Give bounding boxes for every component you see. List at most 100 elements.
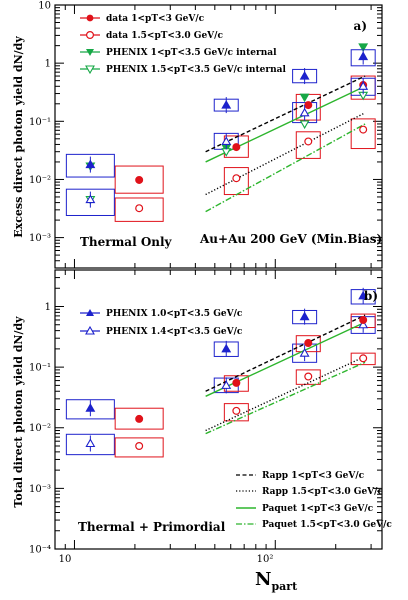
legend-item-data-1-3: data 1<pT<3 GeV/c	[80, 14, 205, 24]
x-axis-title-sub: part	[271, 580, 298, 593]
data-point-triangle-up	[85, 194, 96, 204]
x-axis-title-main: N	[255, 569, 271, 590]
y-tick-label: 1	[45, 59, 51, 70]
data-point-triangle-down	[358, 43, 369, 53]
data-point-circle	[232, 406, 241, 415]
legend-item-rapp-1-3: Rapp 1<pT<3 GeV/c	[236, 471, 365, 481]
panel-a-frame	[54, 4, 383, 269]
legend-item-paquet-1-3: Paquet 1<pT<3 GeV/c	[236, 504, 374, 514]
systematic-box	[65, 188, 115, 216]
data-point-circle	[135, 414, 144, 423]
panel-b-thermal-primordial-annotation: Thermal + Primordial	[78, 520, 226, 534]
legend-item-rapp-1p5-3: Rapp 1.5<pT<3.0 GeV/c	[236, 487, 383, 497]
data-point-circle	[135, 175, 144, 184]
data-point-triangle-up	[221, 343, 232, 353]
legend-label: PHENIX 1.4<pT<3.5 GeV/c	[106, 327, 243, 337]
systematic-box	[223, 375, 249, 392]
data-point-triangle-up	[358, 319, 369, 329]
systematic-box	[350, 118, 376, 150]
data-point-triangle-up	[299, 107, 310, 117]
systematic-box	[295, 131, 321, 159]
y-tick-label: 10⁻¹	[29, 363, 51, 374]
systematic-box	[65, 399, 115, 420]
model-curve-dashed	[205, 314, 366, 392]
legend-label: data 1<pT<3 GeV/c	[106, 14, 205, 24]
data-point-triangle-up	[85, 159, 96, 169]
data-point-circle	[304, 137, 313, 146]
legend-open-circle-marker	[85, 31, 94, 40]
systematic-box	[114, 407, 164, 430]
legend-filled-triangle-up-marker	[86, 309, 94, 316]
panel-a-thermal-annotation: Thermal Only	[80, 235, 173, 249]
legend-item-paquet-1p5-3: Paquet 1.5<pT<3.0 GeV/c	[236, 520, 392, 530]
y-tick-label: 1	[45, 302, 51, 313]
data-point-triangle-up	[85, 438, 96, 448]
legend-open-triangle-up-marker	[85, 325, 95, 335]
legend-label: PHENIX 1.5<pT<3.5 GeV/c internal	[106, 65, 286, 75]
y-tick-label: 10⁻⁴	[29, 545, 51, 556]
legend-label: PHENIX 1<pT<3.5 GeV/c internal	[106, 48, 277, 58]
legend-label: Paquet 1.5<pT<3.0 GeV/c	[262, 520, 392, 530]
data-point-triangle-up	[299, 70, 310, 80]
legend-item-data-1p5-3: data 1.5<pT<3.0 GeV/c	[80, 31, 223, 41]
systematic-box	[223, 403, 249, 422]
panel-a: 10⁻³ 10⁻² 10⁻¹ 1 10 a) Au+Au 200 GeV (Min.Bi…	[29, 1, 383, 269]
systematic-box	[65, 153, 115, 178]
legend-label: data 1.5<pT<3.0 GeV/c	[106, 31, 223, 41]
data-point-triangle-down	[299, 120, 310, 130]
model-curve-dashdot	[205, 361, 366, 435]
legend-open-triangle-down-marker	[85, 65, 95, 75]
panel-a-ticks: 10⁻³ 10⁻² 10⁻¹ 1 10	[29, 1, 382, 269]
data-point-circle	[232, 174, 241, 183]
panel-b-plot-area	[65, 287, 376, 458]
legend-label: Rapp 1.5<pT<3.0 GeV/c	[262, 487, 383, 497]
y-tick-label: 10⁻²	[29, 423, 51, 434]
model-curve-solid	[205, 321, 366, 397]
legend-filled-triangle-down-marker	[86, 49, 94, 56]
data-point-circle	[359, 125, 368, 134]
model-curve-dotted	[205, 355, 366, 432]
model-curve-solid	[205, 85, 366, 163]
data-point-circle	[359, 354, 368, 363]
data-point-circle	[135, 204, 144, 213]
data-point-circle	[232, 143, 241, 152]
data-point-triangle-down	[299, 93, 310, 103]
x-axis-title: Npart	[255, 569, 298, 593]
panel-b-ticks: 10⁻⁴ 10⁻³ 10⁻² 10⁻¹ 1	[29, 269, 382, 556]
y-tick-label: 10⁻²	[29, 175, 51, 186]
data-point-triangle-up	[358, 290, 369, 300]
systematic-box	[114, 165, 164, 194]
panel-a-plot-area	[65, 43, 376, 222]
data-point-triangle-up	[221, 380, 232, 389]
systematic-box	[114, 437, 164, 458]
model-curve-dashed	[205, 75, 366, 153]
legend-item-phenix-1-3p5: PHENIX 1.0<pT<3.5 GeV/c	[80, 309, 243, 319]
data-point-triangle-up	[221, 136, 232, 146]
panel-b-tag: b)	[364, 289, 378, 303]
systematic-box	[114, 197, 164, 222]
panel-a-ylabel: Excess direct photon yield dN/dy	[12, 36, 25, 238]
panel-a-tag: a)	[354, 19, 367, 33]
data-point-circle	[232, 378, 241, 387]
panel-b-legend-phenix: PHENIX 1.0<pT<3.5 GeV/c PHENIX 1.4<pT<3.…	[80, 309, 243, 337]
y-tick-label: 10	[38, 1, 51, 12]
data-point-circle	[304, 338, 313, 347]
data-point-triangle-up	[221, 99, 232, 109]
data-point-circle	[359, 315, 368, 324]
systematic-box	[350, 352, 376, 366]
panel-a-collision-annotation: Au+Au 200 GeV (Min.Bias)	[199, 232, 382, 246]
y-tick-label: 10⁻³	[29, 484, 51, 495]
data-point-circle	[304, 101, 313, 110]
data-point-triangle-up	[299, 311, 310, 321]
data-point-triangle-up	[85, 403, 96, 412]
legend-item-phenix-internal-1p5-3p5: PHENIX 1.5<pT<3.5 GeV/c internal	[80, 65, 286, 75]
systematic-box	[65, 433, 115, 456]
legend-item-phenix-1p4-3p5: PHENIX 1.4<pT<3.5 GeV/c	[80, 325, 243, 337]
panel-b: 10⁻⁴ 10⁻³ 10⁻² 10⁻¹ 1 b) Thermal + Primordia…	[29, 269, 392, 556]
x-tick-label-100: 10²	[257, 554, 274, 565]
x-tick-label-10: 10	[59, 554, 72, 565]
data-point-circle	[304, 372, 313, 381]
model-curve-dashdot	[205, 123, 366, 213]
data-point-triangle-up	[358, 81, 369, 90]
